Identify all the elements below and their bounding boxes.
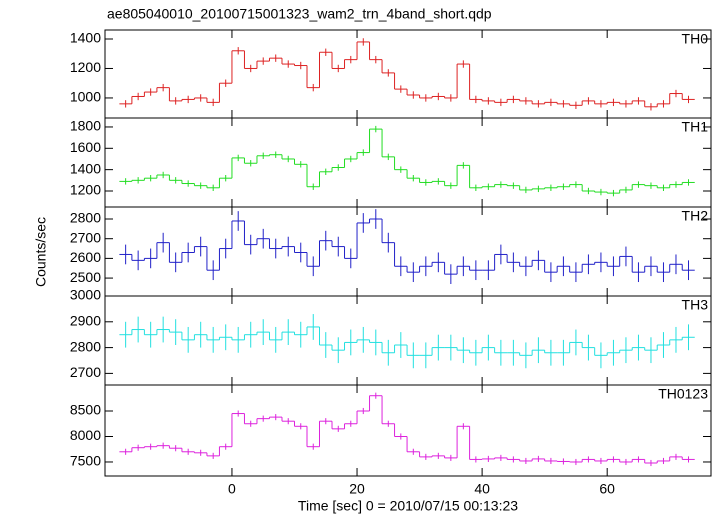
y-tick-label: 2700	[70, 364, 101, 380]
y-axis-label: Counts/sec	[33, 217, 49, 287]
panel-frame	[104, 117, 712, 208]
y-tick-label: 1200	[70, 182, 101, 198]
y-tick-label: 1200	[70, 59, 101, 75]
y-tick-label: 8000	[70, 427, 101, 443]
x-tick-label: 40	[474, 481, 490, 497]
y-tick-label: 2700	[70, 229, 101, 245]
y-tick-label: 8500	[70, 402, 101, 418]
panel-frame	[104, 29, 712, 119]
y-tick-label: 2600	[70, 249, 101, 265]
panel-label: TH2	[682, 208, 709, 224]
x-tick-label: 20	[349, 481, 365, 497]
y-tick-label: 1000	[70, 89, 101, 105]
panel-label: TH0	[682, 31, 709, 47]
y-tick-label: 7500	[70, 453, 101, 469]
panel-frame	[104, 206, 712, 297]
x-tick-label: 0	[228, 481, 236, 497]
x-axis-label: Time [sec] 0 = 2010/07/15 00:13:23	[298, 498, 518, 514]
y-tick-label: 1800	[70, 118, 101, 134]
y-tick-label: 2900	[70, 313, 101, 329]
y-tick-label: 1600	[70, 139, 101, 155]
panel-label: TH3	[682, 297, 709, 313]
panel-frame	[104, 384, 712, 477]
panel-frame	[104, 295, 712, 386]
x-tick-label: 60	[599, 481, 615, 497]
y-tick-label: 2800	[70, 210, 101, 226]
y-tick-label: 3000	[70, 287, 101, 303]
panel-label: TH0123	[658, 386, 708, 402]
y-tick-label: 2500	[70, 269, 101, 285]
panel-label: TH1	[682, 119, 709, 135]
y-tick-label: 2800	[70, 338, 101, 354]
chart-title: ae805040010_20100715001323_wam2_trn_4ban…	[107, 6, 492, 22]
y-tick-label: 1400	[70, 160, 101, 176]
y-tick-label: 1400	[70, 30, 101, 46]
